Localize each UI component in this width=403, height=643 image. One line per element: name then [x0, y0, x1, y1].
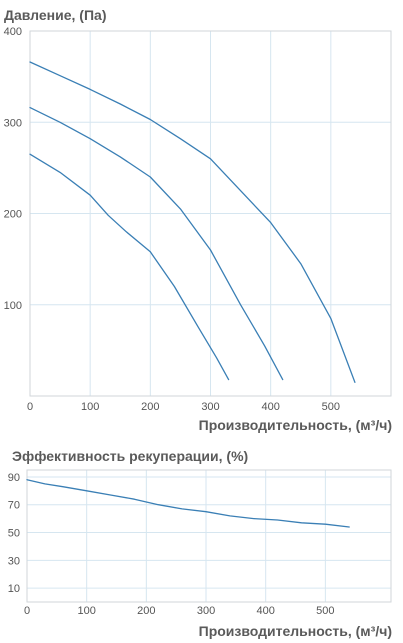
efficiency-x-tick-label: 0: [24, 605, 30, 617]
pressure-x-tick-label: 500: [322, 401, 340, 413]
pressure-curve-1: [29, 153, 230, 381]
efficiency-y-tick-label: 70: [8, 500, 20, 512]
efficiency-x-tick-label: 200: [137, 605, 155, 617]
pressure-y-tick-label: 200: [4, 209, 22, 221]
pressure-x-tick-label: 200: [141, 401, 159, 413]
efficiency-chart-x-axis-label: Производительность, (м³/ч): [199, 623, 392, 639]
efficiency-y-tick-label: 30: [8, 555, 20, 567]
efficiency-x-tick-label: 400: [257, 605, 275, 617]
efficiency-x-tick-label: 300: [197, 605, 215, 617]
pressure-x-tick-label: 100: [81, 401, 99, 413]
pressure-chart-x-axis-label: Производительность, (м³/ч): [199, 417, 392, 433]
pressure-plot-frame: [29, 30, 392, 397]
pressure-y-tick-label: 300: [4, 117, 22, 129]
pressure-curve-3: [29, 61, 356, 383]
efficiency-y-tick-label: 50: [8, 528, 20, 540]
efficiency-chart: Эффективность рекуперации, (%) Производи…: [8, 448, 392, 639]
pressure-curve-2: [29, 106, 284, 381]
pressure-y-tick-label: 100: [4, 300, 22, 312]
efficiency-x-tick-label: 100: [77, 605, 95, 617]
pressure-chart: Давление, (Па) Производительность, (м³/ч…: [4, 7, 392, 433]
efficiency-chart-title: Эффективность рекуперации, (%): [12, 448, 248, 464]
pressure-x-tick-label: 300: [201, 401, 219, 413]
pressure-x-tick-label: 400: [261, 401, 279, 413]
efficiency-plot-frame: [26, 469, 392, 603]
efficiency-y-tick-label: 90: [8, 472, 20, 484]
efficiency-x-tick-label: 500: [316, 605, 334, 617]
pressure-y-tick-label: 400: [4, 26, 22, 38]
pressure-x-tick-label: 0: [27, 401, 33, 413]
efficiency-curve-1: [26, 479, 350, 528]
pressure-chart-title: Давление, (Па): [4, 7, 106, 23]
efficiency-y-tick-label: 10: [8, 583, 20, 595]
